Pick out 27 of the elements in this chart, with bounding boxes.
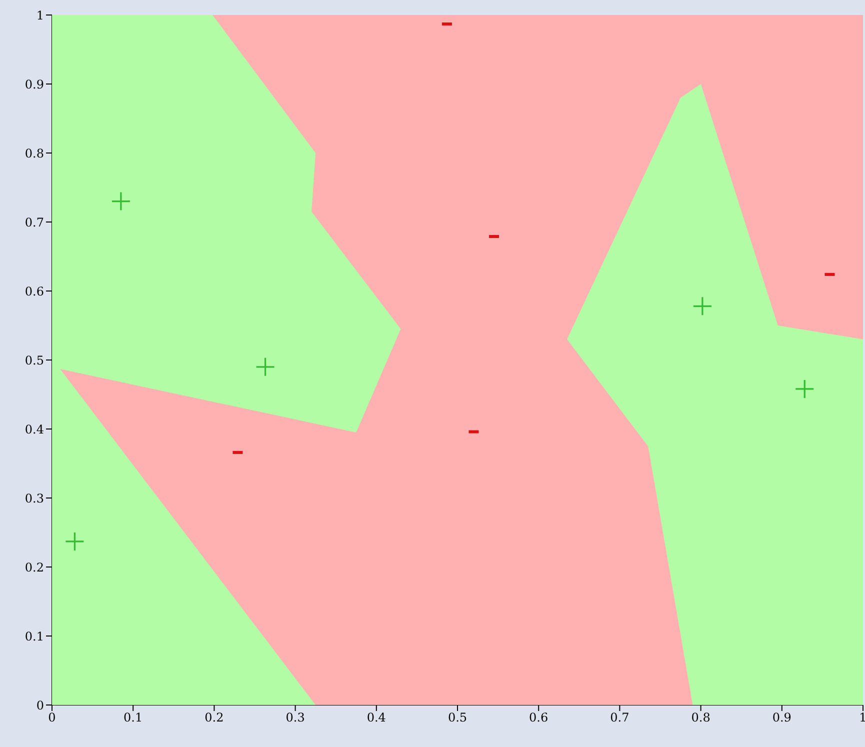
- y-tick-label: 0.4: [24, 422, 44, 436]
- y-tick-label: 0.8: [24, 146, 44, 160]
- x-tick-label: 0.1: [124, 710, 143, 725]
- y-tick-label: 0: [36, 698, 44, 712]
- x-tick-label: 0.2: [204, 710, 224, 725]
- x-tick-label: 0.8: [691, 710, 710, 725]
- x-tick-label: 0: [48, 710, 56, 725]
- y-tick-label: 0.6: [24, 284, 44, 298]
- y-tick-label: 0.9: [24, 77, 44, 92]
- y-tick-label: 0.2: [24, 560, 44, 574]
- x-tick-label: 0.6: [529, 710, 548, 725]
- x-tick-label: 0.9: [772, 710, 792, 725]
- point: [794, 379, 814, 399]
- y-tick-label: 0.5: [24, 353, 44, 368]
- y-tick-label: 0.1: [24, 629, 44, 644]
- x-tick-label: 0.4: [366, 710, 386, 725]
- point: [111, 192, 131, 212]
- point: [64, 532, 85, 552]
- x-tick-label: 0.5: [448, 710, 468, 725]
- y-tick-label: 0.7: [24, 215, 44, 230]
- y-tick-label: 1: [36, 8, 44, 22]
- x-tick-label: 0.7: [610, 710, 630, 725]
- x-tick-label: 0.3: [286, 710, 305, 725]
- point: [692, 296, 712, 316]
- point: [255, 357, 276, 377]
- y-tick-label: 0.3: [24, 491, 44, 506]
- x-tick-label: 1: [859, 710, 865, 725]
